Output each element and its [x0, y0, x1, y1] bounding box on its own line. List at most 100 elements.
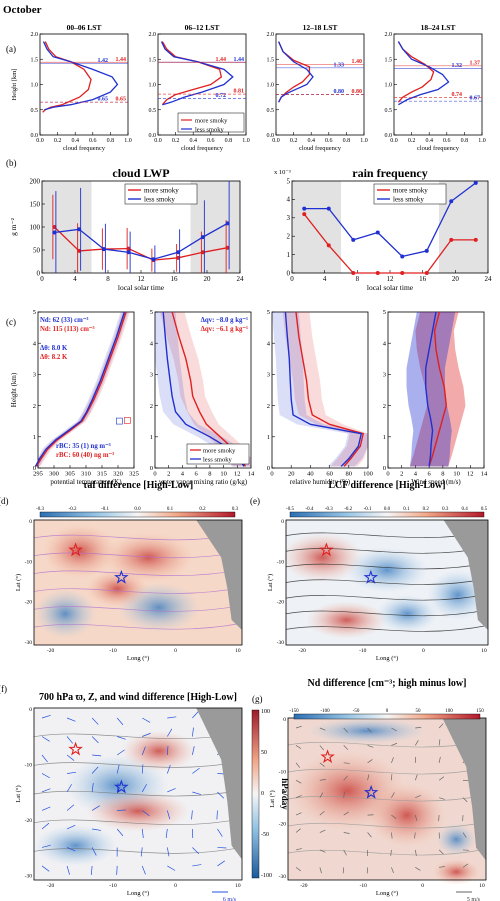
legend-label: less smoky — [203, 457, 232, 464]
cloud-base-value: 0.65 — [116, 97, 127, 103]
colorbar-tick: 50 — [416, 709, 422, 714]
wind-vector — [192, 791, 202, 795]
field-anomaly — [102, 532, 195, 583]
colorbar-tick: -0.2 — [344, 507, 352, 512]
data-point — [200, 250, 205, 255]
x-tick-label: 300 — [49, 471, 59, 478]
profile-c1: 295 300 305 310 315 320 325 0 1 2 3 4 5 potential tem… — [10, 309, 139, 486]
colorbar-tick: 0.0 — [384, 507, 391, 512]
field-anomaly — [42, 523, 118, 579]
data-point — [473, 237, 478, 242]
y-tick-label: 1 — [150, 434, 153, 441]
wind-vector — [217, 847, 227, 849]
x-tick-label: 100 — [363, 471, 373, 478]
wind-vector — [91, 847, 97, 856]
y-tick-label: 2 — [287, 233, 291, 241]
chart-title: 12–18 LST — [303, 23, 338, 32]
station-star-red — [320, 749, 335, 764]
x-axis-label: cloud frequency — [63, 145, 106, 152]
wind-vector — [141, 783, 147, 793]
wind-vector — [41, 773, 51, 779]
contour-line — [33, 818, 243, 826]
contour-line — [285, 625, 489, 632]
wind-vector — [91, 766, 99, 774]
wind-vector — [414, 774, 418, 781]
chart-title: rain frequency — [352, 166, 427, 180]
field-anomaly — [33, 588, 97, 639]
y-tick-label: 1.0 — [31, 83, 39, 89]
panel-letter: (b) — [6, 158, 17, 168]
wind-vector — [343, 832, 350, 834]
wind-vector — [367, 774, 370, 781]
axes-frame — [39, 33, 129, 136]
colorbar-tick: 50 — [261, 750, 267, 756]
y-tick-label: 0.0 — [149, 133, 157, 139]
x-tick-label: 1.0 — [360, 138, 368, 144]
data-point — [126, 250, 131, 255]
field-anomaly — [86, 790, 190, 832]
wind-vector — [217, 860, 226, 867]
x-tick-label: -20 — [47, 883, 55, 889]
y-tick-label: -10 — [277, 559, 285, 565]
wind-vector — [415, 726, 422, 729]
y-tick-label: -20 — [277, 600, 285, 606]
spread-band — [406, 312, 456, 467]
panel-letter: (a) — [6, 44, 16, 54]
wind-vector — [41, 822, 50, 830]
wind-vector — [192, 767, 200, 774]
x-tick-label: 10 — [235, 648, 241, 654]
wind-vector — [41, 754, 48, 763]
wind-vector — [91, 783, 94, 793]
data-point — [351, 271, 356, 275]
data-point — [52, 230, 57, 235]
x-tick-label: 0.2 — [290, 138, 298, 144]
wind-vector — [414, 740, 419, 746]
panel-letter: (g) — [252, 694, 263, 704]
contour-line — [285, 593, 489, 601]
contour-line — [33, 569, 243, 576]
colorbar-tick: 100 — [445, 709, 453, 714]
y-tick-label: -30 — [25, 873, 33, 879]
x-tick-label: 0 — [174, 648, 177, 654]
x-tick-label: 0.0 — [154, 138, 162, 144]
wind-vector — [41, 736, 50, 742]
colorbar-tick: -0.1 — [101, 507, 109, 512]
wind-vector — [367, 759, 373, 764]
wind-vector — [142, 717, 151, 723]
y-tick-label: -30 — [25, 640, 33, 646]
colorbar-tick: 0.2 — [423, 507, 430, 512]
wind-vector — [438, 723, 444, 729]
x-tick-label: 0.8 — [107, 138, 115, 144]
y-axis-label: Lat (°) — [15, 574, 22, 591]
wind-vector — [414, 832, 416, 839]
wind-vector — [319, 849, 326, 853]
y-tick-label: 2 — [150, 403, 153, 410]
y-tick-label: 50 — [33, 246, 41, 254]
x-tick-label: -10 — [360, 883, 368, 889]
wind-vector — [192, 711, 199, 719]
x-axis-label: local solar time — [118, 283, 165, 292]
series-blue — [278, 41, 314, 103]
y-tick-label: -20 — [279, 822, 287, 828]
wind-vector — [438, 776, 445, 781]
wind-vector — [192, 727, 194, 737]
contour-line — [285, 546, 489, 554]
legend: more smoky less smoky — [186, 443, 250, 465]
data-point — [176, 250, 181, 255]
wind-vector — [391, 727, 397, 732]
wind-vector — [391, 757, 394, 763]
wind-vector — [66, 717, 76, 722]
legend: more smoky less smoky — [177, 112, 245, 134]
annotation: Nd: 62 (33) cm⁻³ — [40, 317, 88, 324]
wind-vector — [295, 795, 302, 799]
wind-vector — [66, 804, 75, 811]
colorbar-tick: 0.1 — [167, 507, 174, 512]
x-tick-label: 0 — [270, 471, 273, 478]
y-tick-label: 0.5 — [149, 108, 157, 114]
x-tick-label: 0 — [40, 275, 44, 283]
x-tick-label: -10 — [109, 648, 117, 654]
wind-vector — [414, 849, 417, 856]
map-frame — [33, 519, 243, 646]
axes-frame — [275, 33, 365, 136]
